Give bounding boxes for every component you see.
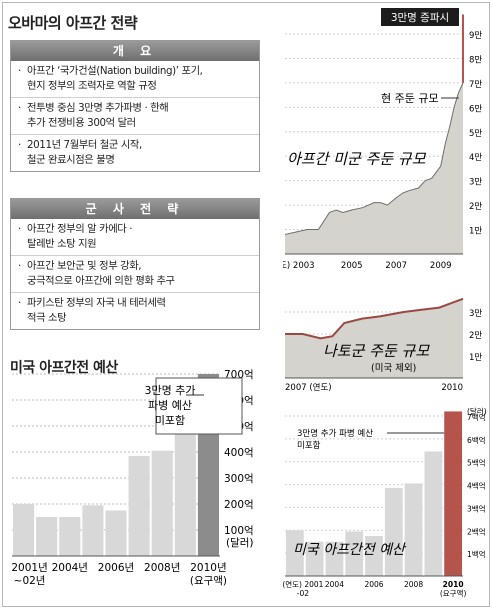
budget-small-xtick-label: -02 [297,589,309,598]
budget-bar [128,455,150,556]
budget-bar [151,450,173,556]
nato-xtick-label: 2007 (연도) [285,383,332,393]
budget-small-ytick-label: 3백억 [467,503,486,513]
budget-small-yunit: (달러) [467,407,487,416]
troops-badge [381,8,459,26]
budget-section-title: 미국 아프간전 예산 [10,360,118,376]
troops-line [284,82,464,235]
budget-ytick-label: 400억 [224,447,254,459]
budget-small-xtick-label: 2004 [325,580,344,589]
troops-xtick-label: 2007 [385,261,407,271]
troops-ytick-label: 6만 [469,104,482,114]
nato-ytick-label: 3만 [469,309,482,319]
budget-small-note: 3만명 추가 파병 예산 [297,428,373,439]
budget-bar [174,414,196,556]
nato-chart-subtitle: (미국 제외) [371,362,416,374]
overview-item-1: 아프간 ‘국가건설(Nation building)’ 포기, 현지 정부의 조… [11,61,259,98]
budget-bar [36,517,58,556]
budget-small-xtick-label: 2006 [364,580,383,589]
budget-ytick-label: 100억 [224,525,254,537]
military-item-1: 아프간 정부의 알 카에다 · 탈레반 소탕 지원 [11,219,259,256]
budget-small-bar [365,536,383,576]
troops-ytick-label: 9만 [469,31,482,41]
budget-small-ytick-label: 7백억 [467,412,486,422]
budget-xtick-label: 2006년 [98,562,134,574]
nato-chart-title: 나토군 주둔 규모 [323,342,430,360]
overview-header: 개 요 [11,41,259,61]
troops-xtick-label: 2009 [430,261,452,271]
budget-small-bar [305,541,324,576]
budget-annotation-box [155,377,243,435]
budget-small-ytick-label: 5백억 [467,458,486,468]
budget-small-bar [444,411,462,576]
budget-bar [82,505,104,556]
budget-annotation-line: 3만명 추가 [145,384,196,397]
military-header: 군 사 전 략 [11,199,259,219]
overview-item-2: 전투병 중심 3만명 추가파병 · 한해 추가 전쟁비용 300억 달러 [11,98,259,135]
budget-bar [59,517,81,556]
nato-area [285,298,463,378]
budget-annotation-line: 파병 예산 [148,399,192,412]
nato-ytick-label: 1만 [469,353,482,363]
budget-ytick-label: 200억 [224,499,254,511]
budget-small-bar [384,488,403,576]
budget-small-ytick-label: 6백억 [467,435,486,445]
budget-annotation-line: 미포함 [155,414,185,427]
budget-bar [13,504,35,556]
budget-main-chart: 100억200억300억400억500억600억700억(달러)2001년~02… [11,369,254,587]
troops-xtick-label: 2005 [341,261,363,271]
troops-xtick-label: (연도) 2003 [283,261,315,271]
budget-ytick-label: 300억 [224,473,254,485]
budget-xtick-label: (요구액) [190,575,227,587]
troops-ytick-label: 2만 [469,202,482,212]
troops-ytick-label: 1만 [469,227,482,237]
overview-box: 개 요 아프간 ‘국가건설(Nation building)’ 포기, 현지 정… [10,40,260,172]
budget-small-xtick-label: (요구액) [440,588,467,598]
troops-ytick-label: 5만 [469,129,482,139]
budget-small-title: 미국 아프간전 예산 [293,542,407,558]
budget-xtick-label: 2008년 [144,562,180,574]
troops-ytick-label: 3만 [469,178,482,188]
troops-area [285,82,463,254]
budget-small-xtick-label: (연도) 2001 [283,580,324,589]
budget-xtick-label: ~02년 [14,575,46,587]
budget-yunit: (달러) [226,537,254,549]
nato-xtick-label: 2010 [441,383,463,393]
troops-annotation: 현 주둔 규모 [381,92,439,105]
budget-xtick-label: 2001년 [11,562,47,574]
nato-ytick-label: 2만 [469,331,482,341]
troops-ytick-label: 7만 [469,80,482,90]
budget-small-note: 미포함 [297,441,321,451]
budget-small-xtick-label: 2010 [443,580,464,589]
military-box: 군 사 전 략 아프간 정부의 알 카에다 · 탈레반 소탕 지원 아프간 보안… [10,198,260,330]
budget-bar [105,510,127,556]
budget-small-bar [404,483,423,576]
budget-small-ytick-label: 4백억 [467,481,486,491]
budget-small-xtick-label: 2008 [404,580,423,589]
nato-line [285,297,464,340]
budget-small-bar [345,531,364,576]
troops-ytick-label: 4만 [469,153,482,163]
budget-small-bar [424,451,443,576]
military-item-3: 파키스탄 정부의 자국 내 테러세력 적극 소탕 [11,293,259,329]
budget-small-ytick-label: 1백억 [467,549,486,559]
military-item-2: 아프간 보안군 및 정부 강화, 궁극적으로 아프간에 의한 평화 추구 [11,256,259,293]
page-title: 오바마의 아프간 전략 [8,14,138,32]
budget-xtick-label: 2010년 [190,562,226,574]
budget-small-bar [286,530,304,576]
troops-badge-text: 3만명 증파시 [391,12,449,24]
troops-chart-title: 아프간 미군 주둔 규모 [287,150,427,168]
budget-small-bar [325,541,344,576]
budget-xtick-label: 2004년 [52,562,88,574]
troops-ytick-label: 8만 [469,55,482,65]
budget-small-ytick-label: 2백억 [467,526,486,536]
overview-item-3: 2011년 7월부터 철군 시작, 철군 완료시점은 불명 [11,135,259,171]
budget-small-chart: 1백억 2백억 3백억 4백억 5백억 6백억 7백억(달러) 3만명 추가 파병 예산미포함… [283,407,487,598]
